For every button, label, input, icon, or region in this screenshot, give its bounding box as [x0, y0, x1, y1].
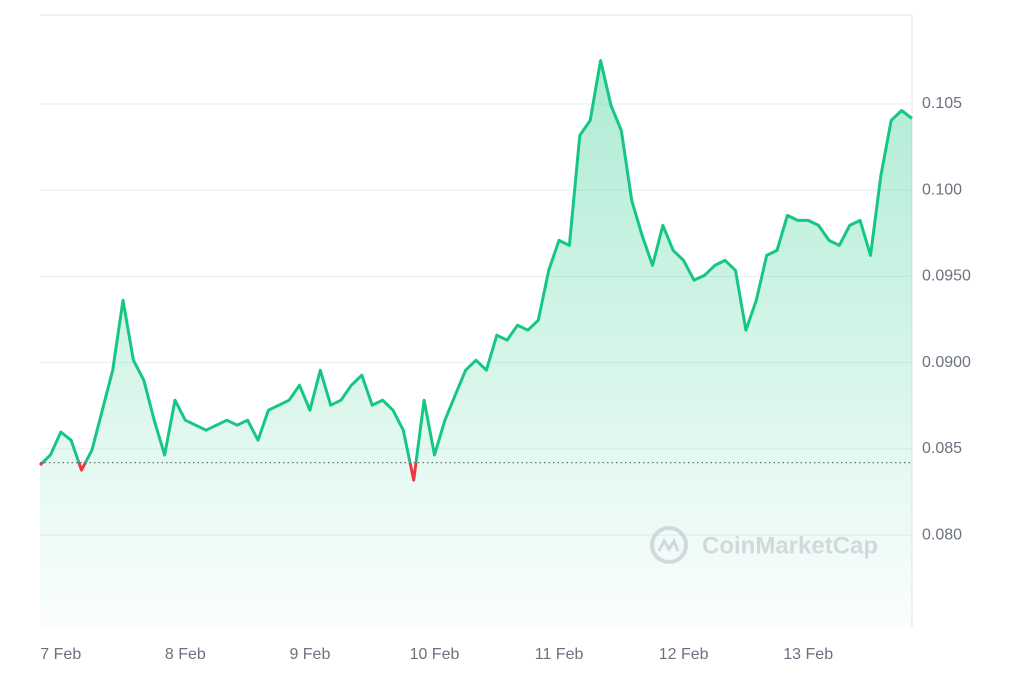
price-line: [38, 59, 913, 482]
x-tick-label: 12 Feb: [659, 646, 709, 663]
x-tick-label: 13 Feb: [783, 646, 833, 663]
y-tick-label: 0.105: [922, 95, 962, 112]
x-tick-label: 11 Feb: [535, 646, 584, 663]
watermark-logo-mark: [657, 537, 680, 552]
y-tick-label: 0.100: [922, 181, 962, 198]
watermark: CoinMarketCap: [650, 526, 878, 564]
y-tick-label: 0.0900: [922, 354, 971, 371]
y-tick-label: 0.080: [922, 526, 962, 543]
x-tick-label: 8 Feb: [165, 646, 206, 663]
y-tick-label: 0.085: [922, 440, 962, 457]
watermark-text: CoinMarketCap: [702, 532, 878, 559]
x-tick-label: 7 Feb: [40, 646, 81, 663]
y-tick-label: 0.0950: [922, 268, 971, 285]
x-tick-label: 10 Feb: [410, 646, 460, 663]
price-area: [40, 60, 912, 628]
watermark-logo: [650, 526, 688, 564]
x-tick-label: 9 Feb: [289, 646, 330, 663]
